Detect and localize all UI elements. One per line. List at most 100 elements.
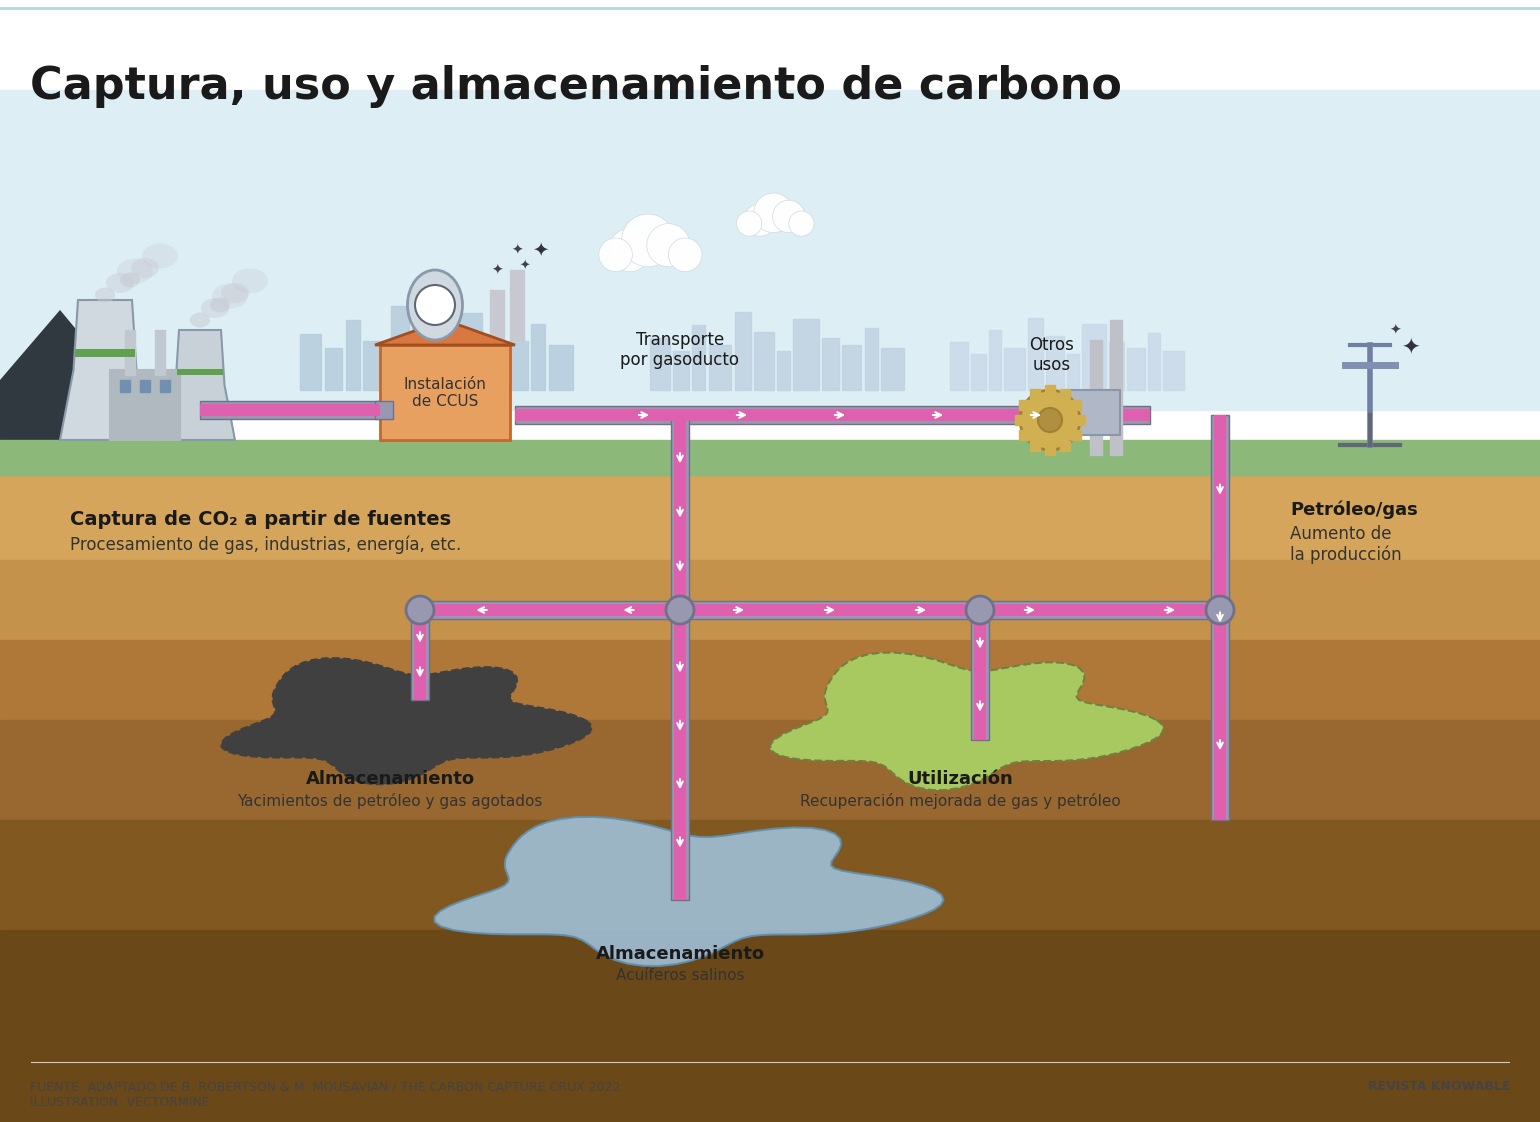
Text: ✦: ✦: [531, 240, 548, 259]
Polygon shape: [165, 330, 236, 440]
Circle shape: [1019, 390, 1080, 450]
Ellipse shape: [131, 258, 159, 278]
Bar: [1060, 441, 1070, 451]
Text: ✦: ✦: [1389, 324, 1401, 338]
Text: Aumento de
la producción: Aumento de la producción: [1291, 525, 1401, 564]
Text: Yacimientos de petróleo y gas agotados: Yacimientos de petróleo y gas agotados: [237, 793, 542, 809]
Bar: [1147, 333, 1160, 390]
Ellipse shape: [106, 273, 134, 293]
Bar: [1004, 348, 1026, 390]
Bar: [979, 604, 1220, 616]
Ellipse shape: [120, 273, 140, 287]
Circle shape: [744, 204, 776, 237]
Circle shape: [966, 596, 993, 624]
Text: Captura, uso y almacenamiento de carbono: Captura, uso y almacenamiento de carbono: [29, 65, 1121, 108]
Bar: [708, 344, 731, 390]
Bar: [693, 325, 705, 390]
Text: Almacenamiento: Almacenamiento: [305, 770, 474, 788]
Text: Otros
usos: Otros usos: [1030, 335, 1075, 375]
Bar: [436, 348, 451, 390]
Text: ✦: ✦: [491, 264, 504, 278]
Circle shape: [599, 238, 633, 272]
Bar: [673, 351, 688, 390]
Bar: [414, 610, 427, 700]
Bar: [881, 348, 904, 390]
Polygon shape: [60, 300, 149, 440]
Circle shape: [668, 238, 702, 272]
Bar: [793, 319, 819, 390]
Ellipse shape: [117, 258, 152, 284]
Ellipse shape: [213, 284, 248, 309]
Circle shape: [753, 193, 793, 232]
Bar: [1030, 441, 1040, 451]
Bar: [681, 601, 979, 619]
Ellipse shape: [222, 283, 249, 303]
Bar: [842, 344, 861, 390]
Bar: [1015, 415, 1026, 425]
Bar: [391, 306, 408, 390]
Bar: [1070, 401, 1081, 410]
Bar: [0, 440, 1540, 475]
Bar: [650, 338, 670, 390]
Bar: [510, 270, 524, 340]
Circle shape: [665, 596, 695, 624]
Bar: [972, 355, 986, 390]
Bar: [514, 410, 1150, 421]
Text: ✦: ✦: [1401, 339, 1420, 359]
Bar: [514, 406, 1150, 424]
Bar: [671, 415, 688, 610]
Bar: [1030, 389, 1040, 399]
Polygon shape: [177, 368, 223, 375]
Circle shape: [622, 214, 675, 267]
Circle shape: [608, 229, 651, 272]
Bar: [0, 560, 1540, 640]
Bar: [156, 330, 165, 375]
Bar: [485, 334, 504, 390]
Circle shape: [1206, 596, 1234, 624]
Bar: [1075, 415, 1086, 425]
Bar: [950, 342, 969, 390]
Bar: [1060, 389, 1070, 399]
Bar: [325, 348, 342, 390]
Bar: [1163, 351, 1184, 390]
Bar: [120, 380, 129, 392]
Bar: [1019, 430, 1029, 440]
Ellipse shape: [209, 297, 229, 313]
Circle shape: [647, 223, 690, 267]
Text: ILLUSTRATION: VECTORMINE: ILLUSTRATION: VECTORMINE: [29, 1096, 209, 1109]
Bar: [1046, 445, 1055, 456]
Bar: [1083, 324, 1106, 390]
Polygon shape: [376, 320, 514, 344]
Bar: [755, 331, 773, 390]
Bar: [490, 289, 504, 360]
Circle shape: [773, 200, 805, 232]
Circle shape: [1038, 408, 1063, 432]
Bar: [160, 380, 169, 392]
Bar: [1067, 355, 1080, 390]
Bar: [973, 610, 986, 741]
Text: Transporte
por gasoducto: Transporte por gasoducto: [621, 331, 739, 369]
Text: Utilización: Utilización: [907, 770, 1013, 788]
Bar: [507, 341, 528, 390]
Bar: [1070, 430, 1081, 440]
Bar: [200, 404, 380, 416]
Text: Almacenamiento: Almacenamiento: [596, 945, 764, 963]
Ellipse shape: [202, 298, 229, 318]
Bar: [125, 330, 136, 375]
Circle shape: [414, 285, 454, 325]
Bar: [972, 610, 989, 741]
Bar: [380, 344, 510, 440]
Bar: [420, 601, 681, 619]
Bar: [822, 338, 838, 390]
Ellipse shape: [142, 243, 179, 268]
Bar: [1019, 401, 1029, 410]
Bar: [735, 312, 752, 390]
Text: Instalación
de CCUS: Instalación de CCUS: [403, 377, 487, 410]
Bar: [1210, 415, 1229, 820]
Bar: [671, 610, 688, 900]
Bar: [1070, 390, 1120, 435]
Text: ✦: ✦: [521, 260, 530, 273]
Bar: [0, 640, 1540, 720]
Bar: [0, 930, 1540, 1122]
Bar: [1109, 342, 1124, 390]
